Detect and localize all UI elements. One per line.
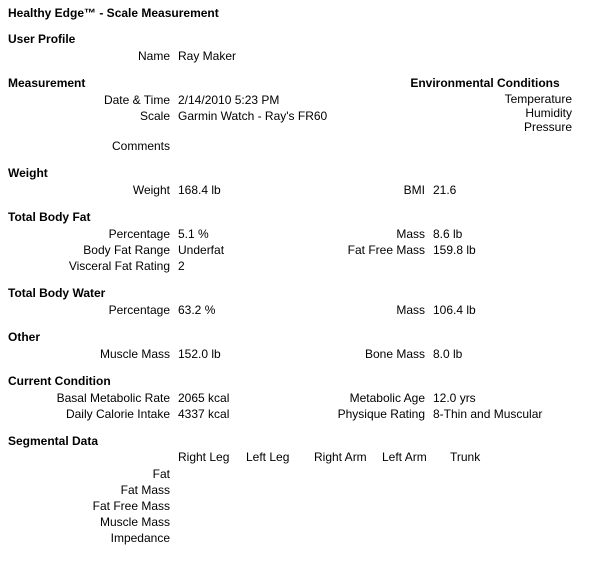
bf-range-label: Body Fat Range — [8, 242, 178, 258]
page-title: Healthy Edge™ - Scale Measurement — [8, 6, 602, 20]
seg-col-3: Left Arm — [382, 450, 450, 464]
scale-label: Scale — [8, 108, 178, 124]
measurement-header: Measurement — [8, 76, 368, 90]
current-header: Current Condition — [8, 374, 602, 388]
seg-row-3: Muscle Mass — [8, 514, 178, 530]
bone-mass-label: Bone Mass — [333, 346, 433, 362]
bmi-label: BMI — [333, 182, 433, 198]
muscle-mass-value: 152.0 lb — [178, 346, 333, 362]
bf-mass-value: 8.6 lb — [433, 226, 602, 242]
user-profile-header: User Profile — [8, 32, 602, 46]
name-value: Ray Maker — [178, 48, 333, 64]
bmr-value: 2065 kcal — [178, 390, 333, 406]
bodyfat-header: Total Body Fat — [8, 210, 602, 224]
bf-visceral-value: 2 — [178, 258, 333, 274]
datetime-value: 2/14/2010 5:23 PM — [178, 92, 333, 108]
name-label: Name — [8, 48, 178, 64]
bone-mass-value: 8.0 lb — [433, 346, 602, 362]
seg-row-4: Impedance — [8, 530, 178, 546]
seg-col-2: Right Arm — [314, 450, 382, 464]
comments-value — [178, 138, 333, 154]
weight-value: 168.4 lb — [178, 182, 333, 198]
segmental-row-labels: Fat Fat Mass Fat Free Mass Muscle Mass I… — [8, 466, 178, 546]
comments-label: Comments — [8, 138, 178, 154]
dci-label: Daily Calorie Intake — [8, 406, 178, 422]
other-header: Other — [8, 330, 602, 344]
bw-mass-value: 106.4 lb — [433, 302, 602, 318]
bmr-label: Basal Metabolic Rate — [8, 390, 178, 406]
bmi-value: 21.6 — [433, 182, 602, 198]
metage-label: Metabolic Age — [333, 390, 433, 406]
muscle-mass-label: Muscle Mass — [8, 346, 178, 362]
physique-label: Physique Rating — [333, 406, 433, 422]
datetime-label: Date & Time — [8, 92, 178, 108]
temperature-label: Temperature — [368, 92, 602, 106]
bw-percentage-label: Percentage — [8, 302, 178, 318]
bf-ffm-label: Fat Free Mass — [333, 242, 433, 258]
metage-value: 12.0 yrs — [433, 390, 602, 406]
dci-value: 4337 kcal — [178, 406, 333, 422]
bw-percentage-value: 63.2 % — [178, 302, 333, 318]
seg-col-0: Right Leg — [178, 450, 246, 464]
seg-row-2: Fat Free Mass — [8, 498, 178, 514]
weight-header: Weight — [8, 166, 602, 180]
seg-col-4: Trunk — [450, 450, 518, 464]
weight-label: Weight — [8, 182, 178, 198]
bf-ffm-value: 159.8 lb — [433, 242, 602, 258]
bodywater-header: Total Body Water — [8, 286, 602, 300]
segmental-header: Segmental Data — [8, 434, 602, 448]
seg-row-0: Fat — [8, 466, 178, 482]
pressure-label: Pressure — [368, 120, 602, 134]
physique-value: 8-Thin and Muscular — [433, 406, 602, 422]
segmental-column-headers: Right Leg Left Leg Right Arm Left Arm Tr… — [178, 450, 602, 464]
humidity-label: Humidity — [368, 106, 602, 120]
scale-value: Garmin Watch - Ray's FR60 — [178, 108, 327, 124]
seg-row-1: Fat Mass — [8, 482, 178, 498]
bf-visceral-label: Visceral Fat Rating — [8, 258, 178, 274]
seg-col-1: Left Leg — [246, 450, 314, 464]
bf-percentage-value: 5.1 % — [178, 226, 333, 242]
bf-percentage-label: Percentage — [8, 226, 178, 242]
environmental-header: Environmental Conditions — [368, 76, 602, 90]
bw-mass-label: Mass — [333, 302, 433, 318]
bf-mass-label: Mass — [333, 226, 433, 242]
bf-range-value: Underfat — [178, 242, 333, 258]
